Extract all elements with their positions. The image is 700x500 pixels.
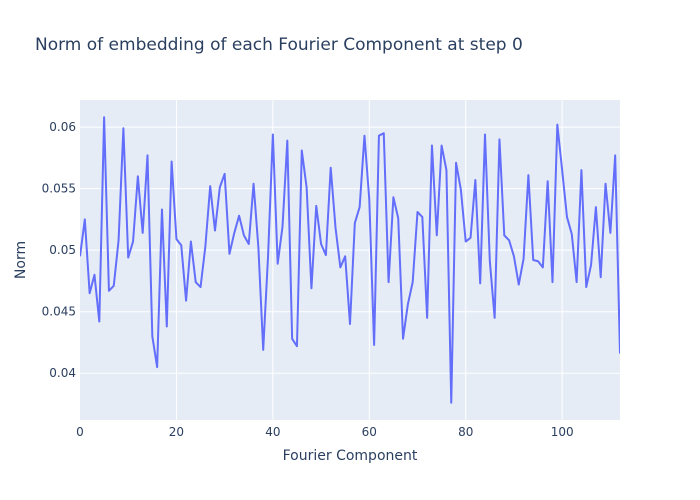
y-tick-label: 0.045 — [42, 305, 76, 319]
chart-title: Norm of embedding of each Fourier Compon… — [35, 35, 523, 55]
x-gridlines — [175, 100, 563, 420]
x-tick-label: 100 — [551, 425, 574, 439]
y-axis-title: Norm — [13, 241, 29, 279]
y-tick-label: 0.05 — [49, 243, 76, 257]
plot-area — [80, 100, 620, 420]
x-tick-label: 40 — [265, 425, 280, 439]
x-tick-label: 0 — [76, 425, 84, 439]
y-tick-labels: 0.04 0.045 0.05 0.055 0.06 — [42, 120, 76, 380]
x-tick-label: 60 — [362, 425, 377, 439]
x-tick-label: 20 — [169, 425, 184, 439]
x-axis-title: Fourier Component — [283, 448, 418, 464]
y-tick-label: 0.055 — [42, 182, 76, 196]
x-tick-label: 80 — [458, 425, 473, 439]
series-line-norm — [80, 116, 620, 404]
x-tick-labels: 0 20 40 60 80 100 — [76, 425, 573, 439]
y-tick-label: 0.04 — [49, 366, 76, 380]
series-group — [80, 116, 620, 404]
y-tick-label: 0.06 — [49, 120, 76, 134]
